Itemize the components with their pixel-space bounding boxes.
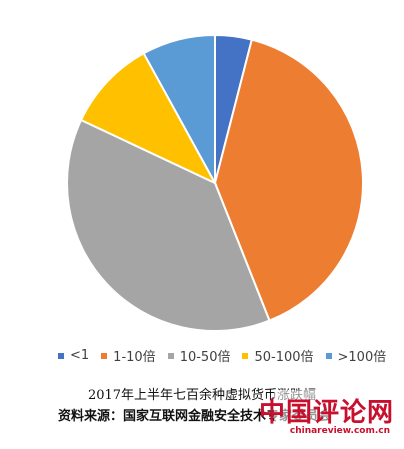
legend-swatch — [101, 352, 108, 359]
legend-item: 10-50倍 — [167, 346, 231, 365]
legend-label: >100倍 — [337, 350, 387, 365]
source-note: 资料来源：国家互联网金融安全技术专家委员会 — [58, 409, 332, 424]
legend-item: 1-10倍 — [101, 346, 156, 365]
legend-swatch — [242, 352, 249, 359]
chart-legend: <1 1-10倍 10-50倍 50-100倍 >100倍 — [58, 346, 398, 365]
legend-label: 1-10倍 — [113, 350, 156, 365]
legend-swatch — [167, 352, 174, 359]
legend-swatch — [58, 352, 64, 359]
pie-slices — [66, 33, 364, 332]
chart-caption: 2017年上半年七百余种虚拟货币涨跌幅 — [87, 388, 317, 403]
legend-item: 50-100倍 — [242, 346, 314, 365]
pie-slice-1 — [213, 38, 364, 322]
legend-label: 50-100倍 — [254, 350, 314, 365]
watermark-url: chinareview.com.cn — [289, 426, 390, 436]
legend-item: <1 — [58, 348, 89, 363]
legend-label: <1 — [70, 348, 90, 363]
pie-slice-2 — [66, 118, 271, 332]
legend-swatch — [325, 352, 332, 359]
legend-item: >100倍 — [325, 346, 387, 365]
pie-slice-4 — [142, 33, 216, 184]
watermark-background — [274, 390, 398, 444]
pie-slice-3 — [79, 51, 218, 186]
legend-label: 10-50倍 — [179, 350, 231, 365]
watermark-logo: 中国评论网 — [258, 398, 394, 428]
